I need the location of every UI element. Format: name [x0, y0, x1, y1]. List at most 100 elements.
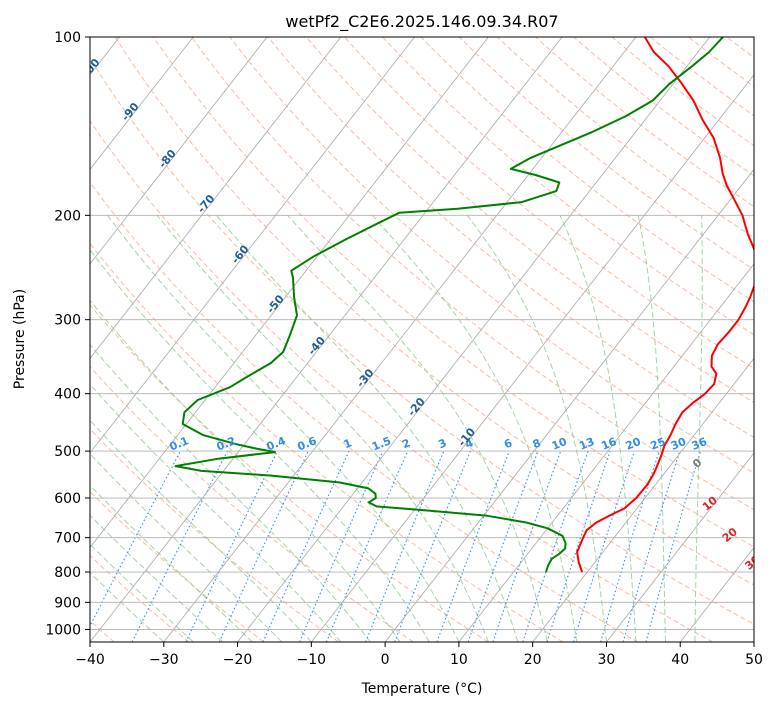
moist-adiabat-line: [287, 214, 548, 642]
moist-adiabat-line: [90, 299, 401, 642]
dry-adiabat-line: [114, 37, 754, 586]
moist-adiabat-line: [90, 383, 342, 642]
x-axis: −40 −30 −20 −10 0 10 20 30 40 50: [75, 642, 763, 668]
mixing-ratio-line: [185, 450, 278, 642]
isotherm-line: [90, 37, 489, 549]
moist-adiabat-label: 30: [742, 553, 762, 573]
x-tick-label: 20: [524, 652, 542, 668]
mixing-ratio-label: 25: [648, 435, 667, 453]
plot-frame: [89, 36, 755, 643]
x-tick-label: −40: [75, 652, 105, 668]
y-tick-label: 600: [54, 491, 81, 507]
dry-adiabat-line: [90, 57, 754, 625]
dry-adiabat-line: [573, 37, 754, 177]
mixing-ratio-line: [622, 450, 681, 642]
mixing-ratio-line: [600, 450, 660, 642]
sounding-series: [174, 37, 754, 573]
moist-adiabat-line: [216, 214, 519, 642]
x-tick-label: 0: [381, 652, 390, 668]
isotherm-line: [532, 357, 754, 642]
dry-adiabat-line: [382, 37, 754, 336]
mixing-ratio-line: [467, 450, 539, 642]
isotherm-line: [310, 74, 754, 642]
moist-adiabat-line: [90, 484, 253, 642]
dewpoint-profile-line: [174, 37, 724, 573]
mixing-ratio-lines: [90, 450, 702, 642]
mixing-ratio-label: 30: [669, 435, 688, 453]
moist-adiabat-line: [559, 215, 637, 642]
isotherm-line: [384, 168, 754, 642]
mixing-ratio-label: 20: [624, 435, 643, 453]
plot-area-background: [90, 37, 754, 642]
mixing-ratio-line: [522, 450, 589, 642]
plot-content: 0.10.20.40.611.52346810131620253036-100-…: [90, 37, 762, 642]
mixing-ratio-label: 16: [599, 435, 618, 453]
dry-adiabat-line: [90, 428, 339, 642]
chart-title: wetPf2_C2E6.2025.146.09.34.R07: [285, 12, 558, 32]
moist-adiabat-line: [90, 543, 194, 642]
x-tick-label: −20: [223, 652, 253, 668]
x-tick-label: 30: [598, 652, 616, 668]
moist-adiabat-line: [90, 248, 430, 642]
y-tick-label: 900: [54, 595, 81, 611]
mixing-ratio-line: [325, 450, 409, 642]
dry-adiabat-line: [458, 37, 754, 271]
dry-adiabat-line: [344, 37, 754, 369]
isotherm-line: [90, 37, 342, 360]
moist-adiabat-line: [107, 214, 460, 642]
x-tick-label: 10: [450, 652, 468, 668]
moist-adiabat-line: [90, 514, 224, 642]
y-tick-label: 1000: [45, 622, 81, 638]
dry-adiabat-line: [420, 37, 754, 303]
temperature-profile-line: [576, 37, 754, 573]
y-tick-label: 100: [54, 30, 81, 46]
isobars: [90, 37, 754, 630]
y-tick-label: 200: [54, 208, 81, 224]
x-tick-label: 50: [745, 652, 763, 668]
isotherm-line: [90, 37, 268, 265]
x-tick-label: −10: [297, 652, 327, 668]
mixing-ratio-label: 1: [342, 436, 354, 451]
mixing-ratio-label: 2: [400, 436, 412, 451]
mixing-ratio-line: [492, 450, 562, 642]
y-axis-title: Pressure (hPa): [12, 289, 28, 389]
moist-adiabat-line: [694, 215, 703, 642]
isotherm-line: [90, 37, 563, 642]
mixing-ratio-line: [218, 450, 309, 642]
isotherm-line: [90, 37, 415, 454]
moist-adiabats: [90, 214, 703, 642]
moist-adiabat-line: [466, 215, 607, 642]
moist-adiabat-line: [90, 419, 312, 642]
dry-adiabat-line: [267, 37, 754, 438]
x-tick-label: −30: [149, 652, 179, 668]
moist-adiabat-line: [90, 572, 165, 642]
dry-adiabat-line: [152, 37, 754, 548]
y-tick-label: 300: [54, 313, 81, 329]
y-axis: 100 200 300 400 500 600 700 800 900 1000: [45, 30, 90, 638]
dry-adiabat-line: [90, 119, 713, 642]
x-tick-label: 40: [671, 652, 689, 668]
mixing-ratio-line: [572, 450, 636, 642]
mixing-ratio-line: [645, 450, 702, 642]
y-tick-label: 500: [54, 444, 81, 460]
x-axis-title: Temperature (°C): [361, 681, 483, 697]
y-tick-label: 800: [54, 565, 81, 581]
isotherm-line: [458, 263, 754, 642]
isotherm-line: [163, 37, 637, 642]
mixing-ratio-line: [262, 450, 350, 642]
moist-adiabat-line: [156, 214, 489, 642]
isotherm-line: [237, 37, 711, 642]
mixing-ratio-line: [299, 450, 384, 642]
y-tick-label: 400: [54, 387, 81, 403]
isotherm-line: [606, 452, 754, 642]
moist-adiabat-line: [90, 452, 283, 642]
dry-adiabat-line: [496, 37, 754, 239]
mixing-ratio-label: 3: [437, 436, 449, 451]
mixing-ratio-label: 8: [531, 436, 543, 451]
y-tick-label: 700: [54, 531, 81, 547]
mixing-ratio-label: 10: [550, 435, 569, 453]
dry-adiabat-line: [191, 37, 754, 511]
moist-adiabat-line: [637, 215, 666, 642]
mixing-ratio-label: 13: [577, 435, 596, 453]
